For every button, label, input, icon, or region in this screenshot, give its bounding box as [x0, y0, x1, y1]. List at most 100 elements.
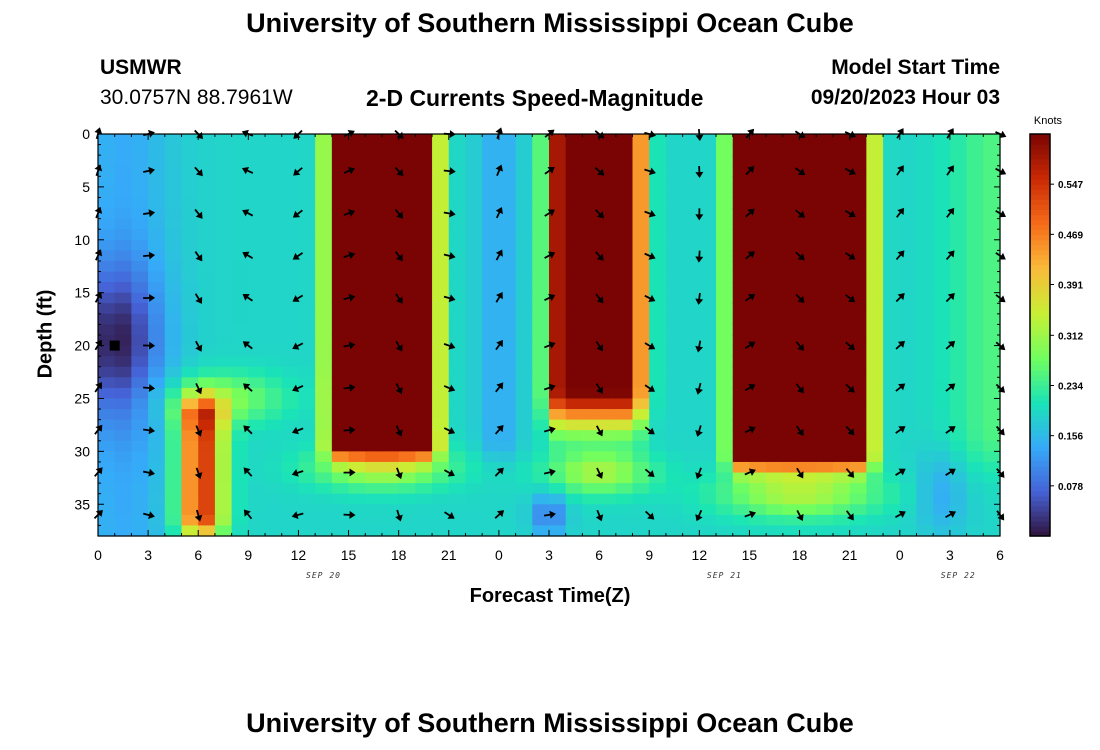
heatmap-cell	[849, 377, 867, 389]
heatmap-cell	[832, 197, 851, 209]
heatmap-cell	[565, 440, 584, 452]
heatmap-cell	[933, 144, 951, 156]
colorbar-segment	[1030, 530, 1050, 537]
heatmap-cell	[832, 366, 851, 378]
heatmap-cell	[615, 324, 634, 336]
heatmap-cell	[331, 335, 350, 347]
heatmap-cell	[131, 440, 149, 452]
heatmap-cell	[198, 186, 216, 199]
heatmap-cell	[615, 472, 634, 484]
heatmap-cell	[732, 377, 751, 389]
heatmap-cell	[615, 271, 634, 283]
heatmap-cell	[699, 176, 717, 188]
heatmap-cell	[181, 514, 199, 527]
heatmap-cell	[148, 218, 166, 230]
heatmap-cell	[164, 239, 183, 251]
heatmap-cell	[966, 440, 984, 452]
heatmap-cell	[515, 176, 533, 188]
heatmap-cell	[665, 525, 684, 537]
current-arrow	[343, 341, 356, 350]
heatmap-cell	[916, 324, 934, 336]
heatmap-cell	[599, 387, 617, 400]
current-arrow	[695, 382, 703, 395]
heatmap-cell	[615, 229, 634, 241]
heatmap-cell	[615, 387, 634, 400]
heatmap-cell	[482, 409, 500, 421]
heatmap-cell	[148, 208, 166, 220]
heatmap-cell	[315, 186, 333, 199]
heatmap-cell	[749, 250, 767, 262]
heatmap-cell	[749, 303, 767, 315]
heatmap-cell	[832, 144, 851, 156]
heatmap-cell	[465, 155, 483, 167]
heatmap-cell	[315, 430, 333, 442]
current-arrow	[194, 166, 203, 177]
heatmap-cell	[916, 303, 934, 315]
heatmap-cell	[866, 186, 884, 199]
heatmap-cell	[749, 218, 767, 230]
heatmap-cell	[381, 377, 400, 389]
heatmap-cell	[599, 345, 617, 357]
heatmap-cell	[816, 377, 834, 389]
current-arrow	[995, 167, 1007, 176]
heatmap-cell	[265, 398, 283, 410]
heatmap-cell	[615, 440, 634, 452]
heatmap-cell	[398, 345, 416, 357]
heatmap-cell	[448, 186, 467, 199]
heatmap-cell	[799, 165, 817, 177]
heatmap-cell	[749, 387, 767, 400]
heatmap-cell	[749, 282, 767, 294]
heatmap-cell	[114, 345, 133, 357]
current-arrow	[695, 509, 703, 522]
colorbar-segment	[1030, 495, 1050, 502]
heatmap-cell	[949, 155, 968, 167]
heatmap-cell	[699, 440, 717, 452]
heatmap-cell	[181, 208, 199, 220]
heatmap-cell	[465, 303, 483, 315]
heatmap-cell	[365, 218, 383, 230]
heatmap-cell	[816, 483, 834, 495]
heatmap-cell	[549, 430, 567, 442]
heatmap-cell	[515, 313, 533, 326]
heatmap-cell	[198, 440, 216, 452]
heatmap-cell	[281, 324, 300, 336]
heatmap-cell	[949, 377, 968, 389]
colorbar-segment	[1030, 510, 1050, 517]
heatmap-cell	[398, 292, 416, 304]
colorbar-segment	[1030, 400, 1050, 406]
heatmap-cell	[448, 313, 467, 326]
heatmap-cell	[365, 335, 383, 347]
heatmap-cell	[164, 335, 183, 347]
heatmap-cell	[832, 356, 851, 368]
heatmap-cell	[782, 461, 801, 474]
heatmap-cell	[832, 303, 851, 315]
heatmap-cell	[381, 493, 400, 505]
heatmap-cell	[532, 134, 550, 146]
heatmap-cell	[432, 398, 450, 410]
heatmap-cell	[265, 483, 283, 495]
current-arrow	[394, 166, 404, 177]
heatmap-cell	[599, 313, 617, 326]
heatmap-cell	[916, 483, 934, 495]
heatmap-cell	[281, 282, 300, 294]
heatmap-cell	[966, 229, 984, 241]
current-arrow	[795, 425, 804, 436]
heatmap-cell	[532, 461, 550, 474]
heatmap-cell	[298, 356, 316, 368]
heatmap-cell	[983, 525, 1001, 537]
heatmap-cell	[749, 335, 767, 347]
heatmap-cell	[181, 356, 199, 368]
heatmap-cell	[732, 493, 751, 505]
heatmap-cell	[148, 186, 166, 199]
colorbar-segment	[1030, 405, 1050, 411]
heatmap-cell	[849, 366, 867, 378]
heatmap-cell	[565, 313, 584, 326]
heatmap-cell	[148, 377, 166, 389]
heatmap-cell	[966, 356, 984, 368]
current-arrow	[895, 292, 905, 303]
heatmap-cell	[98, 155, 116, 167]
heatmap-cell	[883, 419, 901, 431]
heatmap-cell	[749, 134, 767, 146]
heatmap-cell	[248, 324, 266, 336]
heatmap-cell	[348, 345, 366, 357]
